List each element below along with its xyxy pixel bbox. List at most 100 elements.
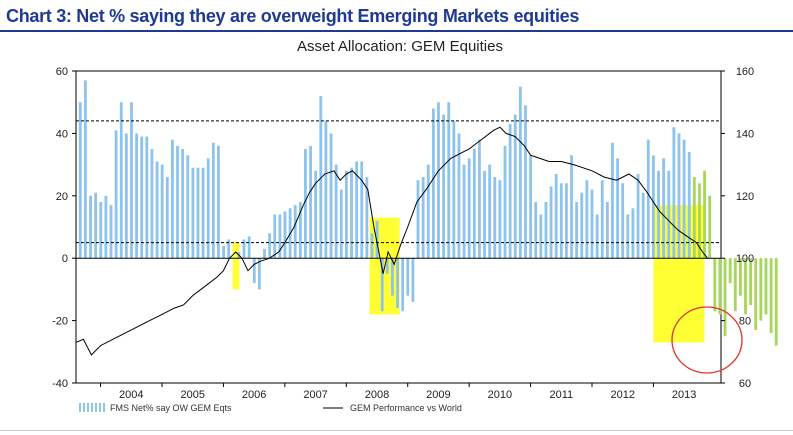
left-tick-label: -20 bbox=[52, 316, 68, 328]
bar bbox=[677, 133, 681, 259]
bar bbox=[616, 158, 619, 259]
bar bbox=[155, 161, 159, 259]
bar bbox=[488, 164, 492, 259]
bar bbox=[605, 202, 609, 259]
bar bbox=[513, 114, 517, 259]
bar bbox=[263, 248, 266, 259]
bar bbox=[483, 170, 486, 259]
bar bbox=[150, 149, 154, 259]
bar bbox=[89, 195, 92, 259]
bar bbox=[140, 136, 144, 259]
bar bbox=[104, 195, 108, 259]
bar bbox=[672, 127, 676, 259]
bar bbox=[518, 86, 522, 259]
bar bbox=[508, 124, 512, 259]
bar bbox=[416, 180, 420, 259]
bar bbox=[196, 167, 200, 259]
bar bbox=[283, 211, 287, 259]
bar bbox=[171, 139, 174, 259]
bar bbox=[222, 245, 225, 259]
bar bbox=[764, 258, 768, 315]
bar bbox=[186, 155, 190, 259]
bar bbox=[738, 258, 742, 296]
bar bbox=[145, 136, 149, 259]
bar bbox=[462, 164, 466, 259]
bar bbox=[559, 183, 563, 259]
bar bbox=[217, 145, 220, 259]
bar bbox=[478, 139, 481, 259]
x-tick-label: 2008 bbox=[365, 389, 389, 401]
bar bbox=[749, 258, 753, 305]
bar bbox=[554, 173, 558, 259]
bar bbox=[539, 214, 543, 259]
bar bbox=[160, 164, 164, 259]
bar bbox=[426, 164, 430, 259]
bar bbox=[652, 155, 655, 259]
bar bbox=[733, 258, 737, 312]
x-axis: 2004 2005 2006 2007 2008 2009 2010 2011 2012 2013 bbox=[100, 383, 696, 401]
legend-bars-label: FMS Net% say OW GEM Eqts bbox=[110, 403, 232, 413]
bar bbox=[774, 258, 778, 346]
right-tick-label: 120 bbox=[736, 191, 754, 203]
bar bbox=[181, 149, 185, 259]
plot-frame bbox=[75, 70, 722, 384]
bar bbox=[452, 120, 456, 259]
bar bbox=[754, 258, 758, 330]
bar bbox=[621, 183, 625, 259]
bar bbox=[84, 80, 87, 259]
bar bbox=[708, 195, 712, 259]
bar bbox=[334, 164, 338, 259]
bar bbox=[211, 142, 215, 259]
bar bbox=[437, 102, 440, 259]
bar bbox=[257, 258, 261, 290]
right-tick-label: 140 bbox=[736, 128, 754, 140]
bar bbox=[641, 192, 645, 259]
bar bbox=[99, 202, 103, 259]
bar bbox=[524, 105, 527, 259]
bar bbox=[447, 102, 451, 259]
bar bbox=[242, 239, 246, 259]
bar bbox=[391, 258, 394, 296]
bar bbox=[206, 158, 210, 259]
bar bbox=[94, 192, 98, 259]
left-tick-label: 20 bbox=[56, 191, 68, 203]
bar bbox=[472, 149, 476, 259]
left-tick-label: -40 bbox=[52, 378, 68, 390]
right-tick-label: 160 bbox=[736, 66, 754, 78]
bar bbox=[590, 189, 594, 259]
bar bbox=[595, 214, 599, 259]
bar bbox=[324, 120, 328, 259]
bar bbox=[657, 170, 660, 259]
bar bbox=[304, 149, 307, 259]
bar bbox=[114, 130, 118, 259]
bar bbox=[252, 258, 256, 284]
x-tick-label: 2007 bbox=[303, 389, 327, 401]
bar bbox=[718, 258, 722, 315]
bar bbox=[549, 186, 553, 259]
bar bbox=[278, 214, 282, 259]
bar bbox=[728, 258, 732, 284]
legend: FMS Net% say OW GEM Eqts GEM Performance… bbox=[79, 403, 462, 413]
highlight-circle bbox=[671, 306, 743, 374]
bar bbox=[314, 170, 318, 259]
bar bbox=[662, 158, 666, 259]
bar bbox=[498, 180, 502, 259]
legend-bars-swatch bbox=[79, 403, 105, 412]
bar bbox=[626, 214, 630, 259]
bar bbox=[759, 258, 763, 321]
bar bbox=[247, 236, 251, 259]
x-tick-label: 2013 bbox=[672, 389, 696, 401]
highlight-box-1 bbox=[232, 242, 240, 290]
header-rule bbox=[0, 30, 793, 32]
reference-lines bbox=[76, 120, 721, 259]
bar bbox=[769, 258, 773, 334]
bar bbox=[360, 161, 364, 259]
right-tick-label: 80 bbox=[739, 316, 751, 328]
left-tick-label: 60 bbox=[56, 66, 68, 78]
bars bbox=[78, 80, 778, 346]
legend-line-label: GEM Performance vs World bbox=[350, 403, 462, 413]
x-tick-label: 2011 bbox=[549, 389, 573, 401]
x-tick-label: 2004 bbox=[119, 389, 143, 401]
bar bbox=[544, 202, 548, 259]
